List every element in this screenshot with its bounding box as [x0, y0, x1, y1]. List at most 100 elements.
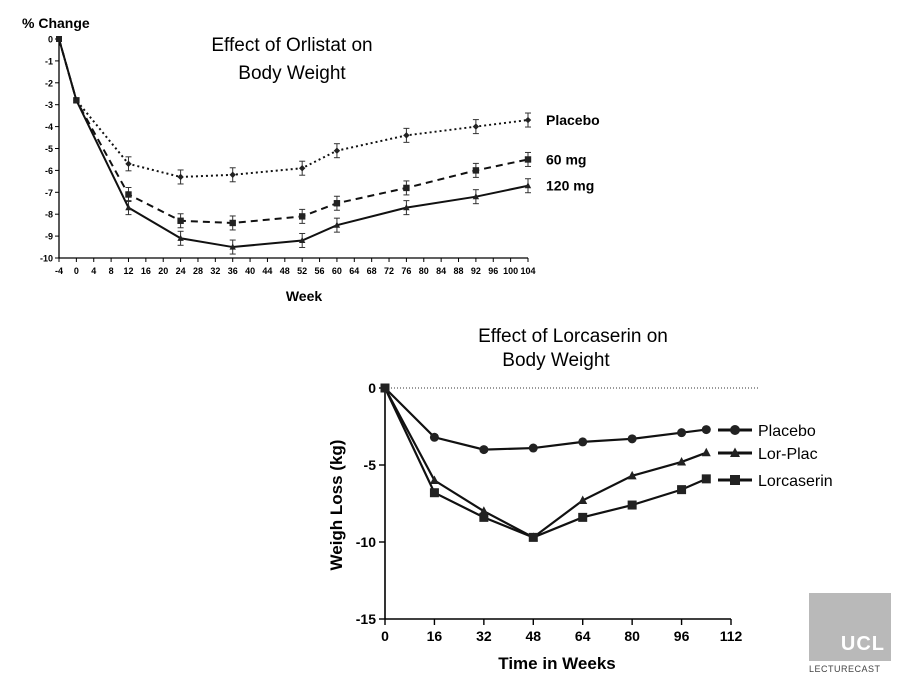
chart1-series-label: 120 mg: [546, 178, 594, 194]
chart2-point: [429, 432, 439, 442]
chart1-point: [125, 160, 132, 168]
chart2-point: [380, 383, 390, 393]
chart1-point: [298, 213, 306, 220]
chart1-series-line-1: [58, 38, 529, 178]
chart2-xtick-label: 0: [381, 628, 389, 644]
chart1-point: [472, 123, 480, 130]
chart2-legend-label: Placebo: [758, 423, 816, 440]
chart2-legend-label: Lor-Plac: [758, 446, 818, 463]
chart2-ytick-label: -15: [356, 611, 376, 627]
chart1-xtick-label: 92: [471, 266, 481, 276]
chart1-xtick-label: 52: [297, 266, 307, 276]
chart1-xtick-label: 64: [349, 266, 359, 276]
chart1-ytick-label: -9: [45, 232, 53, 242]
chart2-point: [528, 443, 538, 453]
chart1-xtick-label: 100: [503, 266, 518, 276]
chart2-point: [578, 495, 588, 505]
chart1-xtick-label: 40: [245, 266, 255, 276]
chart1-point: [472, 167, 480, 174]
chart1-xtick-label: 96: [488, 266, 498, 276]
chart1-point: [403, 184, 410, 192]
chart1-xtick-label: 104: [520, 266, 535, 276]
chart1-point: [56, 36, 62, 42]
orlistat-chart: Effect of Orlistat on Body Weight % Change…: [22, 15, 600, 304]
chart1-xtick-label: 44: [262, 266, 272, 276]
chart1-point: [229, 243, 236, 250]
chart2-point: [627, 500, 637, 510]
chart1-xtick-label: 48: [280, 266, 290, 276]
chart2-xlabel: Time in Weeks: [498, 654, 615, 673]
chart1-series-label: 60 mg: [546, 151, 586, 167]
chart1-xtick-label: 60: [332, 266, 342, 276]
chart2-series-line-1: [384, 387, 707, 451]
chart1-point: [524, 116, 532, 124]
chart2-legend-marker: [730, 447, 740, 457]
chart1-xtick-label: 56: [315, 266, 325, 276]
chart2-xtick-label: 64: [575, 628, 591, 644]
chart1-title-line2: Body Weight: [238, 63, 346, 84]
chart2-legend-marker: [730, 475, 740, 485]
chart1-xtick-label: 24: [176, 266, 186, 276]
chart1-point: [177, 173, 184, 181]
chart1-point: [177, 234, 184, 241]
chart2-xtick-label: 112: [720, 628, 743, 644]
chart2-xtick-label: 80: [624, 628, 640, 644]
chart1-xtick-label: 36: [228, 266, 238, 276]
chart1-point: [298, 236, 306, 244]
chart1-point: [524, 182, 532, 189]
chart1-xtick-label: 68: [367, 266, 377, 276]
chart2-point: [528, 532, 538, 542]
chart1-point: [73, 96, 80, 103]
chart2-point: [701, 447, 711, 457]
chart2-title-line1: Effect of Lorcaserin on: [478, 326, 668, 347]
chart2-point: [479, 506, 489, 515]
chart1-xtick-label: -4: [55, 266, 63, 276]
chart1-point: [125, 204, 132, 211]
chart1-xtick-label: 16: [141, 266, 151, 276]
ucl-lecturecast-logo: UCL LECTURECAST: [809, 593, 891, 677]
chart2-xtick-label: 32: [476, 628, 492, 644]
chart2-point: [627, 434, 637, 444]
chart2-point: [677, 428, 687, 438]
chart2-point: [677, 456, 687, 466]
chart2-ytick-label: -10: [356, 534, 376, 550]
chart1-xtick-label: 0: [74, 266, 79, 276]
chart1-series-line-3: [58, 38, 529, 249]
chart1-xtick-label: 88: [454, 266, 464, 276]
chart1-xtick-label: 20: [158, 266, 168, 276]
chart1-ytick-label: -3: [45, 100, 53, 110]
chart1-xtick-label: 4: [91, 266, 96, 276]
chart2-ylabel: Weigh Loss (kg): [327, 440, 346, 571]
chart2-xtick-label: 48: [525, 628, 541, 644]
chart2-title-line2: Body Weight: [502, 350, 610, 371]
chart1-ytick-label: -2: [45, 78, 53, 88]
chart1-ytick-label: -6: [45, 166, 53, 176]
chart2-point: [479, 512, 489, 522]
chart2-legend-label: Lorcaserin: [758, 473, 833, 490]
lecturecast-caption: LECTURECAST: [809, 661, 891, 677]
chart1-point: [298, 165, 306, 172]
chart1-ylabel: % Change: [22, 15, 90, 31]
chart1-ytick-label: 0: [48, 35, 53, 45]
chart1-point: [524, 156, 532, 163]
chart1-ytick-label: -10: [40, 254, 53, 264]
chart1-ytick-label: -1: [45, 56, 53, 66]
chart1-point: [229, 219, 236, 227]
chart1-point: [403, 204, 410, 211]
chart1-xtick-label: 12: [123, 266, 133, 276]
chart1-xtick-label: 80: [419, 266, 429, 276]
chart2-point: [677, 485, 687, 495]
chart1-xtick-label: 32: [210, 266, 220, 276]
chart2-point: [578, 437, 588, 447]
chart1-xtick-label: 72: [384, 266, 394, 276]
lorcaserin-chart: Effect of Lorcaserin on Body Weight Weigh …: [327, 326, 833, 673]
chart1-xtick-label: 28: [193, 266, 203, 276]
chart2-point: [701, 474, 711, 484]
chart1-ytick-label: -8: [45, 210, 53, 220]
chart2-point: [429, 488, 439, 498]
chart1-title-line1: Effect of Orlistat on: [211, 35, 372, 56]
chart1-point: [403, 132, 410, 139]
chart2-point: [429, 475, 439, 484]
chart1-point: [333, 221, 341, 228]
